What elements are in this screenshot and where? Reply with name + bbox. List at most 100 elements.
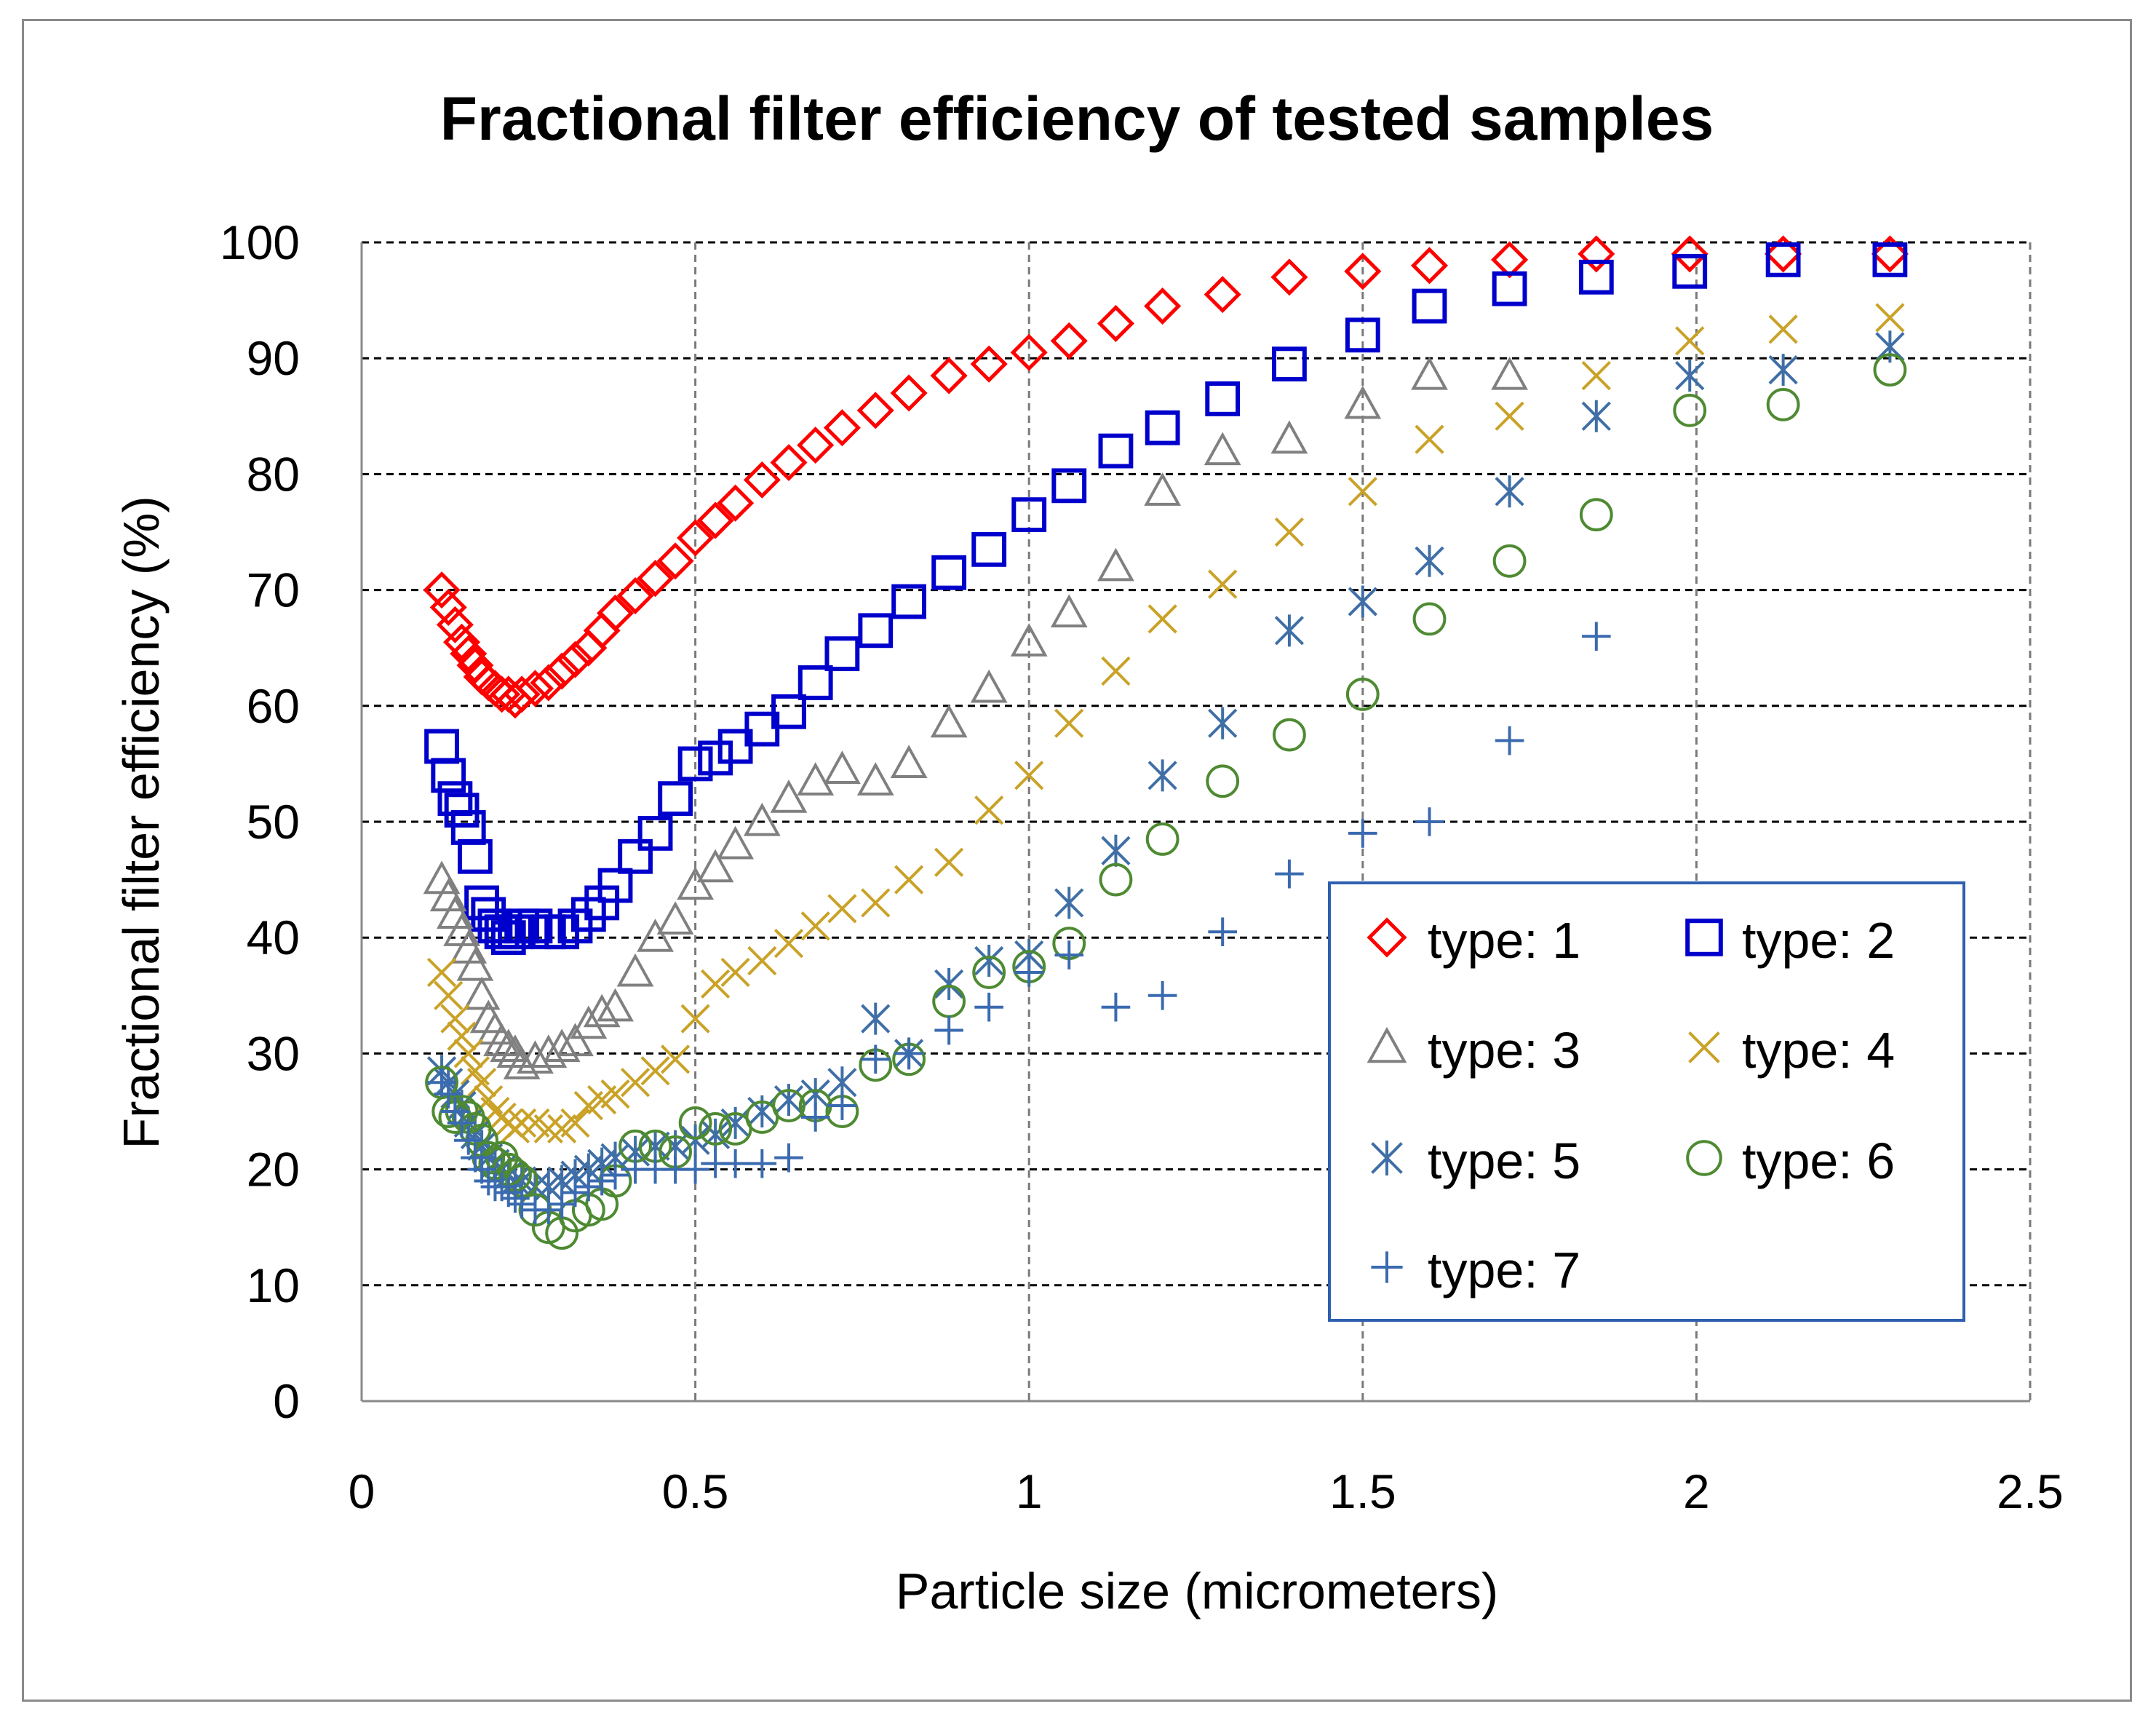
data-point-type-2	[771, 694, 806, 729]
chart-title: Fractional filter efficiency of tested s…	[440, 84, 1714, 153]
data-point-type-4	[620, 1068, 651, 1098]
data-point-type-7	[453, 1126, 483, 1155]
data-point-type-1	[930, 357, 968, 394]
data-point-type-2	[597, 868, 633, 903]
data-point-type-1	[496, 681, 534, 719]
data-point-type-1	[797, 427, 835, 464]
data-point-type-1	[503, 675, 541, 713]
data-point-type-3	[1411, 356, 1448, 390]
data-point-type-1	[1010, 333, 1048, 371]
data-point-type-7	[534, 1195, 563, 1225]
data-point-type-7	[467, 1154, 496, 1184]
data-point-type-5	[1208, 707, 1238, 739]
data-point-type-2	[797, 665, 833, 700]
data-point-type-6	[699, 1111, 733, 1146]
data-point-type-5	[934, 967, 964, 1000]
data-point-type-6	[1145, 822, 1180, 856]
data-point-type-7	[680, 1154, 710, 1184]
data-point-type-1	[597, 594, 635, 632]
data-point-type-3	[743, 802, 781, 836]
data-point-type-1	[696, 501, 734, 539]
data-point-type-1	[429, 588, 467, 627]
data-point-type-1	[1270, 258, 1308, 296]
y-axis-label: Fractional filter efficiency (%)	[113, 496, 170, 1149]
x-tick-labels: 0 0.5 1 1.5 2 2.5	[349, 1464, 2064, 1518]
data-point-type-7	[447, 1109, 477, 1138]
data-point-type-3	[970, 669, 1008, 703]
data-point-type-7	[474, 1166, 504, 1196]
data-point-type-7	[827, 1091, 857, 1120]
data-point-type-4	[974, 795, 1004, 825]
data-point-type-1	[583, 611, 621, 649]
data-point-type-4	[680, 1004, 710, 1034]
data-point-type-4	[1415, 424, 1444, 454]
y-tick-label: 80	[247, 447, 300, 501]
data-point-type-1	[616, 577, 654, 615]
data-point-type-5	[680, 1124, 710, 1157]
data-point-type-6	[1345, 677, 1380, 711]
data-point-type-7	[587, 1166, 616, 1196]
data-point-type-2	[424, 729, 459, 764]
legend-marker-type-3	[1367, 1026, 1407, 1063]
data-point-type-2	[637, 816, 673, 851]
data-point-type-4	[1274, 517, 1305, 547]
data-point-type-5	[1768, 354, 1798, 386]
data-point-type-3	[616, 953, 654, 987]
data-point-type-6	[1099, 862, 1133, 897]
data-point-type-3	[717, 825, 755, 860]
data-point-type-4	[447, 1021, 477, 1051]
data-point-type-1	[637, 560, 675, 598]
data-point-type-5	[1147, 759, 1177, 792]
data-point-type-6	[772, 1089, 805, 1122]
data-point-type-2	[1011, 497, 1047, 533]
data-point-type-2	[618, 838, 653, 874]
data-point-type-5	[1101, 834, 1131, 867]
data-point-type-2	[891, 584, 927, 619]
data-point-type-2	[698, 740, 733, 776]
data-point-type-1	[516, 670, 554, 707]
data-point-type-3	[543, 1028, 581, 1063]
x-tick-label: 2.5	[1997, 1464, 2064, 1518]
data-point-type-2	[431, 758, 466, 793]
data-point-type-2	[1145, 410, 1180, 445]
data-point-type-6	[1766, 387, 1800, 421]
legend-label-type-6: type: 6	[1742, 1133, 1895, 1189]
data-point-type-1	[1344, 253, 1382, 290]
data-point-type-4	[800, 911, 830, 941]
data-point-type-3	[696, 849, 734, 883]
y-tick-labels: 0 10 20 30 40 50 60 70 80 90 100	[220, 215, 300, 1428]
data-point-type-2	[1492, 271, 1527, 306]
data-point-type-5	[974, 945, 1004, 978]
data-point-type-7	[493, 1178, 523, 1208]
data-point-type-1	[743, 461, 781, 499]
data-point-type-2	[971, 531, 1007, 567]
data-point-type-2	[858, 613, 894, 649]
data-point-type-1	[1204, 276, 1241, 314]
data-point-type-4	[701, 969, 731, 999]
data-point-type-7	[800, 1103, 830, 1132]
data-point-type-3	[1097, 547, 1134, 582]
data-point-type-3	[637, 919, 674, 952]
data-point-type-1	[970, 345, 1008, 383]
x-tick-label: 1	[1016, 1464, 1043, 1518]
x-axis-label: Particle size (micrometers)	[896, 1563, 1498, 1619]
data-point-type-1	[1578, 235, 1615, 273]
data-point-type-7	[1582, 622, 1611, 651]
data-point-type-2	[1205, 381, 1241, 416]
data-point-type-3	[930, 704, 968, 738]
legend-label-type-5: type: 5	[1428, 1133, 1580, 1189]
data-point-type-5	[773, 1084, 804, 1117]
data-point-type-7	[720, 1149, 750, 1178]
data-point-type-4	[440, 1004, 470, 1034]
data-point-type-3	[597, 988, 634, 1022]
data-point-type-3	[797, 762, 835, 796]
data-point-type-1	[1871, 235, 1909, 273]
data-point-type-4	[600, 1079, 630, 1109]
data-point-type-4	[720, 957, 750, 988]
y-tick-label: 20	[247, 1143, 300, 1197]
data-point-type-7	[1014, 958, 1043, 987]
data-point-type-7	[507, 1189, 536, 1219]
x-tick-label: 2	[1683, 1464, 1710, 1518]
data-point-type-7	[974, 992, 1003, 1022]
data-point-type-2	[458, 838, 493, 874]
